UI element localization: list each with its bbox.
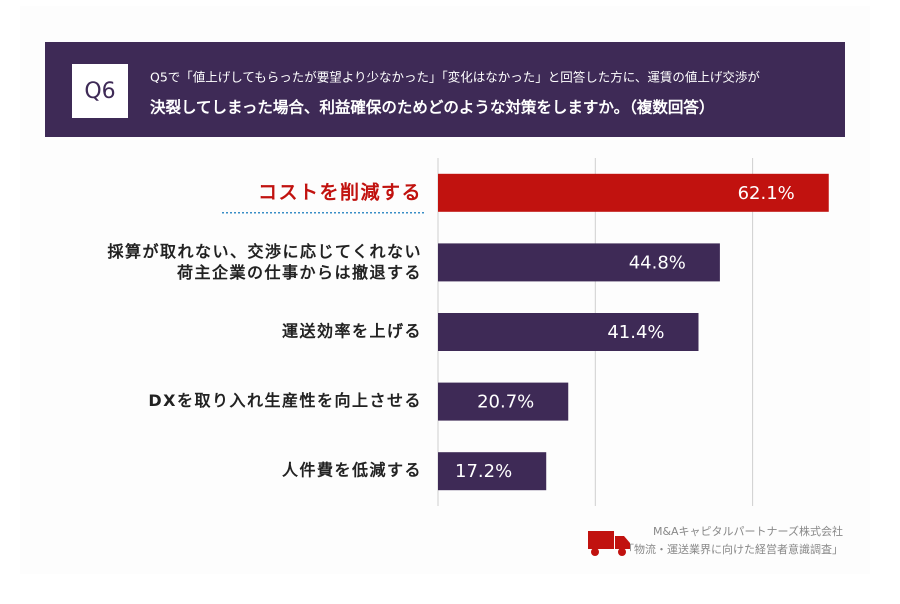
bars: 62.1% コストを削減する 44.8% 採算が取れない、交渉に応じてくれない荷主企業… xyxy=(107,173,829,491)
question-label: Q6 xyxy=(84,79,115,104)
title-line: Q5で「値上げしてもらったが要望より少なかった」「変化はなかった」と回答した方に… xyxy=(150,70,760,85)
value-label: 41.4% xyxy=(607,322,664,343)
question-box xyxy=(72,64,128,118)
header-box xyxy=(45,42,845,137)
bar xyxy=(438,382,569,421)
category-label: 運送効率を上げる xyxy=(282,322,422,341)
value-label: 44.8% xyxy=(629,252,686,273)
bar xyxy=(438,173,829,212)
source-line: 「物流・運送業界に向けた経営者意識調査」 xyxy=(623,542,843,556)
source-line: M&Aキャピタルパートナーズ株式会社 xyxy=(653,524,843,538)
bar xyxy=(438,313,699,351)
category-label: 人件費を低減する xyxy=(282,461,422,480)
bar xyxy=(438,243,720,282)
value-label: 62.1% xyxy=(738,183,795,204)
category-label: コストを削減する xyxy=(258,180,422,203)
category-label: 採算が取れない、交渉に応じてくれない荷主企業の仕事からは撤退する xyxy=(107,241,422,281)
bar xyxy=(438,452,547,491)
category-label: DXを取り入れ生産性を向上させる xyxy=(148,391,422,410)
value-label: 17.2% xyxy=(455,461,512,482)
value-label: 20.7% xyxy=(477,392,534,413)
title-line: 決裂してしまった場合、利益確保のためどのような対策をしますか。（複数回答） xyxy=(150,98,714,117)
truck-icon xyxy=(588,531,630,556)
